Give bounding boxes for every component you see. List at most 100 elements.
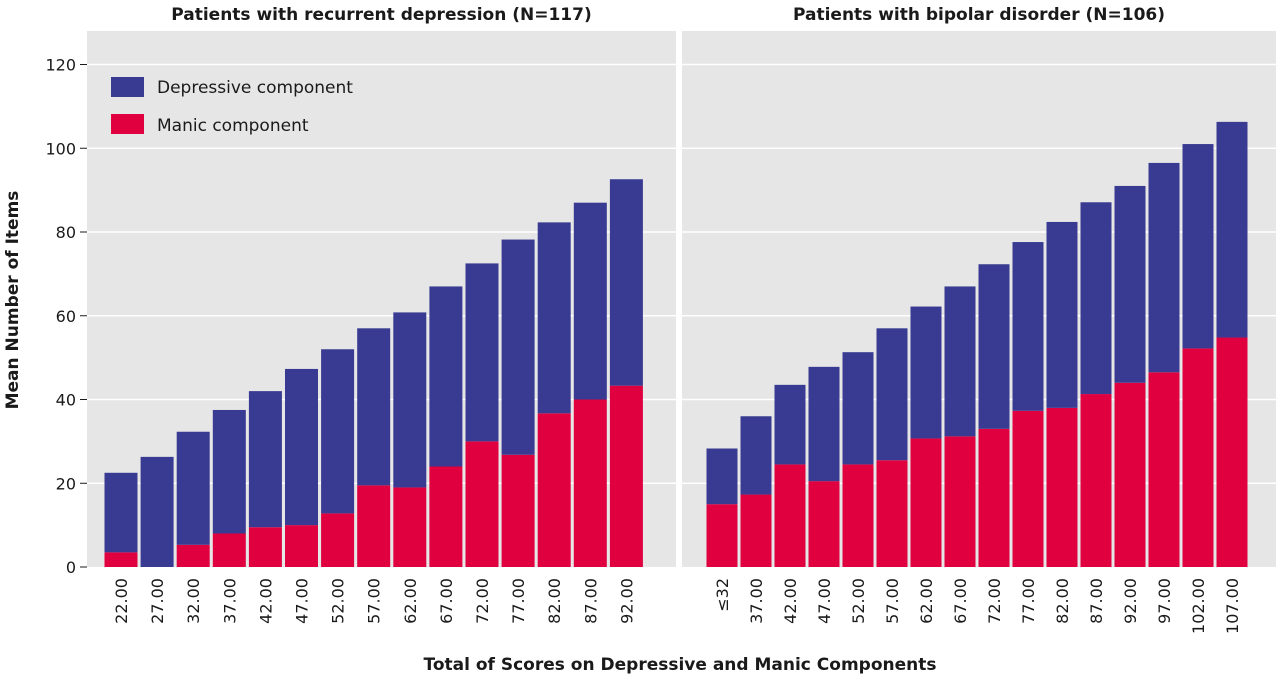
- bar-depressive: [1114, 185, 1146, 383]
- bar-depressive: [248, 391, 282, 528]
- x-tick-label: 57.00: [365, 578, 384, 624]
- bar-depressive: [1012, 242, 1044, 411]
- bar-depressive: [774, 384, 806, 465]
- bar-manic: [842, 464, 874, 567]
- x-tick-label: 42.00: [256, 578, 275, 624]
- bar-manic: [978, 428, 1010, 567]
- bar-manic: [910, 438, 942, 567]
- legend-swatch-depressive: [111, 77, 144, 97]
- x-tick-label: 72.00: [473, 578, 492, 624]
- x-tick-label: 77.00: [509, 578, 528, 624]
- x-tick-label: 72.00: [985, 578, 1004, 624]
- x-tick-label: 42.00: [781, 578, 800, 624]
- bar-depressive: [212, 409, 246, 534]
- bar-depressive: [706, 448, 738, 505]
- bar-depressive: [609, 179, 643, 386]
- bar-manic: [429, 466, 463, 567]
- bar-manic: [1012, 410, 1044, 567]
- x-tick-label: 62.00: [917, 578, 936, 624]
- x-tick-label: 107.00: [1223, 578, 1242, 634]
- x-tick-label: 92.00: [617, 578, 636, 624]
- bar-depressive: [285, 368, 318, 526]
- panel-title: Patients with bipolar disorder (N=106): [793, 5, 1165, 25]
- legend-label-depressive: Depressive component: [157, 78, 353, 98]
- bar-depressive: [808, 366, 840, 482]
- bar-manic: [1080, 394, 1112, 567]
- y-tick-label: 60: [56, 307, 76, 326]
- bar-depressive: [393, 312, 427, 488]
- x-tick-label: 27.00: [148, 578, 167, 624]
- bar-manic: [465, 441, 499, 567]
- x-tick-label: 32.00: [184, 578, 203, 624]
- bar-manic: [248, 527, 282, 567]
- bar-depressive: [321, 349, 355, 514]
- y-tick-label: 40: [56, 391, 76, 410]
- bar-depressive: [537, 222, 571, 414]
- bar-depressive: [429, 286, 463, 467]
- x-tick-label: 82.00: [545, 578, 564, 624]
- bar-manic: [1148, 372, 1180, 567]
- bar-depressive: [1182, 144, 1214, 349]
- bar-manic: [104, 552, 138, 567]
- bar-manic: [357, 485, 391, 567]
- bar-manic: [176, 544, 210, 567]
- bar-manic: [573, 399, 607, 567]
- bar-manic: [774, 464, 806, 567]
- bar-manic: [212, 533, 246, 567]
- bar-manic: [285, 525, 318, 567]
- x-tick-label: 87.00: [1087, 578, 1106, 624]
- x-tick-label: 67.00: [437, 578, 456, 624]
- legend-swatch-manic: [111, 114, 144, 134]
- bar-manic: [1182, 348, 1214, 567]
- y-tick-label: 80: [56, 223, 76, 242]
- panel-title: Patients with recurrent depression (N=11…: [171, 5, 591, 25]
- bar-manic: [501, 454, 535, 567]
- bar-manic: [1114, 382, 1146, 567]
- x-tick-label: 52.00: [329, 578, 348, 624]
- x-axis-title: Total of Scores on Depressive and Manic …: [424, 655, 937, 675]
- x-tick-label: 57.00: [883, 578, 902, 624]
- bar-depressive: [910, 306, 942, 439]
- x-tick-label: 82.00: [1053, 578, 1072, 624]
- bar-depressive: [1216, 121, 1248, 338]
- x-tick-label: 22.00: [112, 578, 131, 624]
- x-tick-label: ≤32: [713, 578, 732, 612]
- bar-manic: [393, 487, 427, 567]
- bar-depressive: [978, 264, 1010, 429]
- x-tick-label: 47.00: [293, 578, 312, 624]
- bar-manic: [609, 385, 643, 567]
- y-axis-title: Mean Number of Items: [3, 191, 23, 410]
- bar-manic: [1046, 407, 1078, 567]
- x-tick-label: 92.00: [1121, 578, 1140, 624]
- x-tick-label: 77.00: [1019, 578, 1038, 624]
- bar-depressive: [1080, 202, 1112, 395]
- y-tick-label: 0: [66, 558, 76, 577]
- x-tick-label: 87.00: [581, 578, 600, 624]
- bar-manic: [808, 481, 840, 567]
- legend-label-manic: Manic component: [157, 116, 309, 136]
- bar-depressive: [842, 352, 874, 465]
- x-tick-label: 52.00: [849, 578, 868, 624]
- x-tick-label: 67.00: [951, 578, 970, 624]
- bar-depressive: [1046, 221, 1078, 408]
- y-tick-label: 20: [56, 474, 76, 493]
- x-tick-label: 97.00: [1155, 578, 1174, 624]
- bar-manic: [706, 504, 738, 567]
- bar-depressive: [140, 456, 174, 567]
- x-tick-label: 37.00: [220, 578, 239, 624]
- bar-manic: [876, 460, 908, 567]
- bar-depressive: [501, 239, 535, 455]
- x-tick-label: 62.00: [401, 578, 420, 624]
- bar-depressive: [465, 263, 499, 442]
- bar-depressive: [104, 472, 138, 553]
- x-tick-label: 102.00: [1189, 578, 1208, 634]
- bar-depressive: [1148, 162, 1180, 373]
- y-tick-label: 120: [45, 56, 76, 75]
- bar-depressive: [740, 416, 772, 495]
- bar-manic: [740, 494, 772, 567]
- bar-depressive: [176, 431, 210, 545]
- bar-manic: [1216, 337, 1248, 567]
- bar-depressive: [573, 202, 607, 400]
- x-tick-label: 37.00: [747, 578, 766, 624]
- x-tick-label: 47.00: [815, 578, 834, 624]
